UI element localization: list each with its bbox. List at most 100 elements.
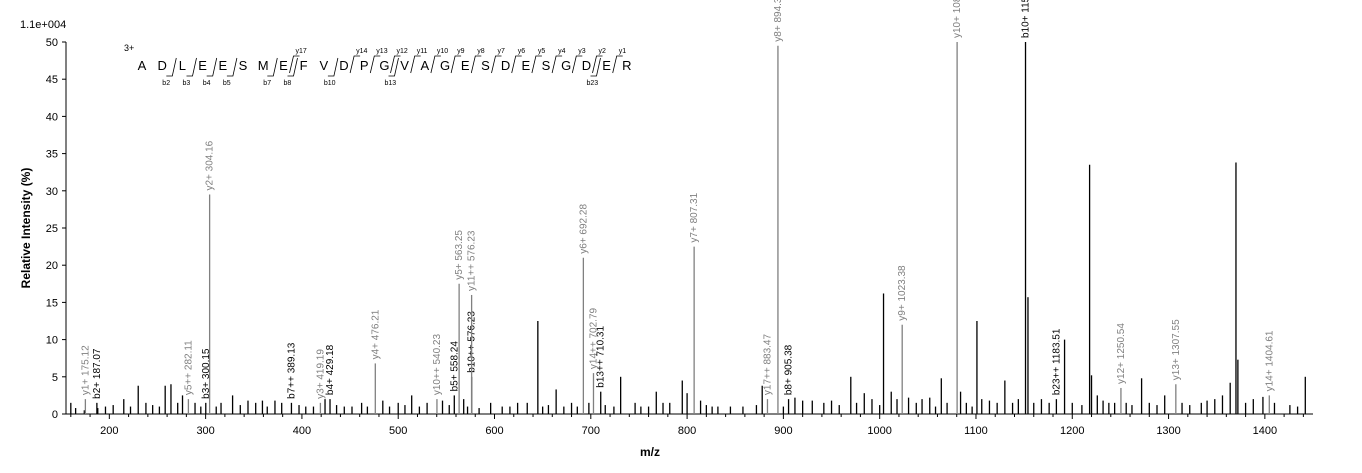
sequence-residue: A xyxy=(138,58,147,73)
plot-area: 0 5 10 15 20 25 30 35 40 45 50 200 300 400 500 600 700 8… xyxy=(46,0,1313,437)
x-tick-label: 600 xyxy=(485,425,503,437)
x-tick-label: 200 xyxy=(100,425,118,437)
peak-label: b3+ 300.15 xyxy=(201,348,212,399)
x-tick-label: 400 xyxy=(293,425,311,437)
peak-label: y10++ 540.23 xyxy=(432,334,443,396)
b-ion-marker: b7 xyxy=(263,80,271,87)
sequence-residue: M xyxy=(258,58,269,73)
sequence-residue: E xyxy=(521,58,530,73)
peak-labels: y1+ 175.12 b2+ 187.07 y5++ 282.11 b3+ 300.1… xyxy=(80,0,1275,414)
y-ion-marker: y8 xyxy=(477,48,485,55)
x-tick-label: 1100 xyxy=(964,425,988,437)
peak-label: y6+ 692.28 xyxy=(578,204,589,254)
y-tick-label: 30 xyxy=(46,186,58,198)
peak-label: b4+ 429.18 xyxy=(325,344,336,395)
y-ion-bracket xyxy=(369,55,381,74)
y-ion-marker: y11 xyxy=(417,48,428,55)
peak-label: y13+ 1307.55 xyxy=(1171,319,1182,380)
b-ion-bracket xyxy=(166,57,177,77)
sequence-residue: D xyxy=(582,58,591,73)
y-ion-marker: y4 xyxy=(558,48,566,55)
peak-label: y14+ 1404.61 xyxy=(1264,330,1275,391)
x-tick-label: 1400 xyxy=(1253,425,1277,437)
peak-label: b10+ 1151.45 xyxy=(1021,0,1032,38)
y-ion-bracket xyxy=(410,55,421,74)
peak-label: y3+ 419.19 xyxy=(315,349,326,399)
x-tick-label: 900 xyxy=(774,425,792,437)
y-tick-label: 35 xyxy=(46,149,58,161)
b-ion-marker: b8 xyxy=(284,80,292,87)
peak-label: y1+ 175.12 xyxy=(80,345,91,395)
b-ion-marker: b5 xyxy=(223,80,231,87)
charge-state: 3+ xyxy=(124,43,134,53)
sequence-residue: L xyxy=(179,58,186,73)
peak-label: y12+ 1250.54 xyxy=(1116,323,1127,384)
b-ion-marker: b2 xyxy=(162,80,170,87)
peak-label: y9+ 1023.38 xyxy=(897,265,908,321)
peak-label: y5++ 282.11 xyxy=(183,340,194,395)
y-ion-bracket xyxy=(289,55,300,74)
peak-label: y4+ 476.21 xyxy=(370,309,381,359)
peak-label: b8+ 905.38 xyxy=(784,344,795,395)
sequence-residue: E xyxy=(461,58,470,73)
peaks xyxy=(70,162,1306,414)
y-ion-marker: y17 xyxy=(296,48,307,55)
peak-label: b13++ 710.31 xyxy=(596,326,607,388)
b-ion-bracket xyxy=(206,57,218,77)
sequence-residue: D xyxy=(339,58,348,73)
peak-label: y11++ 576.23 xyxy=(467,230,478,291)
y-ion-bracket xyxy=(430,55,441,74)
b-ion-bracket xyxy=(287,57,298,77)
y-ion-marker: y7 xyxy=(498,48,506,55)
sequence-residue: E xyxy=(218,58,227,73)
y-ion-marker: y13 xyxy=(376,48,387,55)
peak-label: b23++ 1183.51 xyxy=(1051,328,1062,395)
y-ion-bracket xyxy=(349,55,361,74)
y-ion-bracket xyxy=(511,55,522,74)
sequence-residue: D xyxy=(501,58,510,73)
peak-label: y14++ 702.79 xyxy=(588,307,599,369)
sequence-residue: S xyxy=(542,58,551,73)
x-axis-label: m/z xyxy=(640,445,660,459)
peak-label: y10+ 1080.41 xyxy=(952,0,963,38)
sequence-residue: E xyxy=(279,58,288,73)
y-tick-label: 25 xyxy=(46,223,58,235)
y-ion-marker: y6 xyxy=(518,48,526,55)
x-tick-label: 800 xyxy=(678,425,696,437)
peak-label: b7++ 389.13 xyxy=(286,342,297,399)
b-ion-bracket xyxy=(590,57,601,77)
sequence-residue: G xyxy=(440,58,450,73)
peak-label: b5+ 558.24 xyxy=(449,341,460,392)
y-ticks: 0 5 10 15 20 25 30 35 40 45 50 xyxy=(46,37,66,421)
b-ion-bracket xyxy=(388,57,399,77)
b-ion-bracket xyxy=(186,57,197,77)
sequence-residue: S xyxy=(239,58,248,73)
y-ion-marker: y2 xyxy=(599,48,607,55)
y-tick-label: 45 xyxy=(46,74,58,86)
b-ion-marker: b13 xyxy=(385,80,397,87)
y-tick-label: 15 xyxy=(46,297,58,309)
y-ion-marker: y1 xyxy=(619,48,627,55)
sequence-residue: S xyxy=(481,58,490,73)
b-ion-marker: b23 xyxy=(587,80,599,87)
y-ion-bracket xyxy=(592,55,603,74)
y-tick-label: 40 xyxy=(46,111,58,123)
sequence-residue: V xyxy=(400,58,409,73)
y-tick-label: 50 xyxy=(46,37,58,49)
y-ion-bracket xyxy=(470,55,482,74)
x-tick-label: 700 xyxy=(582,425,600,437)
y-ion-bracket xyxy=(531,55,542,74)
y-tick-label: 5 xyxy=(52,372,58,384)
y-ion-marker: y14 xyxy=(356,48,367,55)
intensity-scale-label: 1.1e+004 xyxy=(20,19,66,31)
y-ion-bracket xyxy=(491,55,502,74)
y-tick-label: 0 xyxy=(52,409,58,421)
sequence-residue: P xyxy=(360,58,369,73)
sequence-residue: A xyxy=(420,58,429,73)
y-ion-marker: y12 xyxy=(397,48,408,55)
x-tick-label: 300 xyxy=(196,425,214,437)
b-ion-bracket xyxy=(327,57,339,77)
x-tick-label: 1300 xyxy=(1156,425,1180,437)
y-ion-bracket xyxy=(571,55,583,74)
